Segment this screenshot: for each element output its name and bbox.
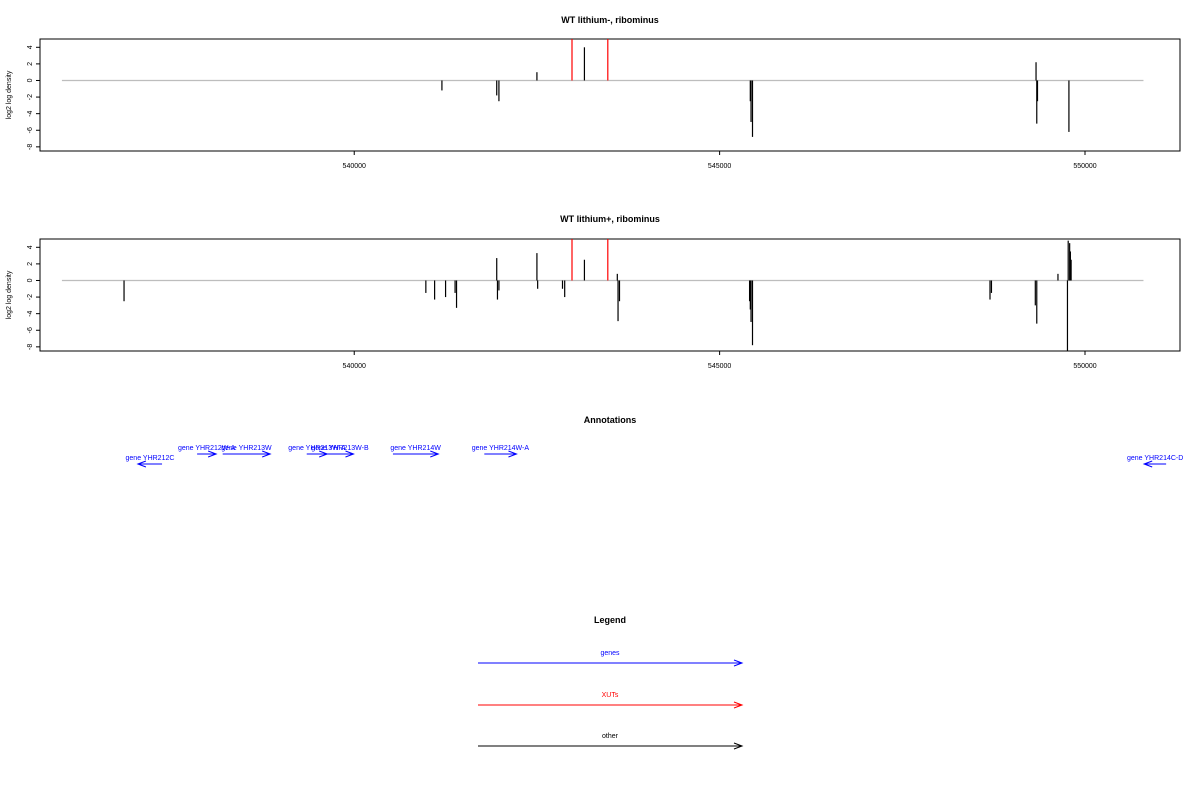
gene-arrow-head	[262, 450, 272, 458]
y-tick-label: -2	[27, 294, 34, 300]
legend-arrow-head	[733, 701, 744, 709]
legend-label: genes	[600, 650, 620, 657]
y-tick-label: -8	[27, 144, 34, 150]
x-axis: 540000 545000 550000	[343, 351, 1097, 370]
y-tick-label: 2	[27, 62, 34, 66]
gene-arrow-head	[1142, 460, 1153, 468]
y-tick-label: -2	[27, 94, 34, 100]
panel-title: WT lithium+, ribominus	[560, 214, 660, 224]
plot-frame	[39, 38, 1181, 152]
gene-arrow-head	[345, 450, 355, 458]
panel-lithium-minus: WT lithium-, ribominus log2 log density …	[6, 15, 1181, 170]
y-axis-label: log2 log density	[6, 270, 13, 319]
legend-panel: Legend genes XUTs other	[478, 615, 744, 750]
gene-label: gene YHR213W	[221, 445, 272, 452]
x-tick-label: 550000	[1073, 163, 1096, 170]
y-tick-label: -8	[27, 344, 34, 350]
x-axis: 540000 545000 550000	[343, 151, 1097, 170]
gene-arrow-head	[136, 460, 147, 468]
y-tick-label: -6	[27, 327, 34, 333]
y-tick-label: -6	[27, 127, 34, 133]
density-marks	[123, 239, 1072, 351]
y-tick-label: 0	[27, 278, 34, 282]
legend-label: other	[602, 733, 619, 740]
y-tick-label: -4	[27, 310, 34, 316]
gene-arrow-head	[508, 450, 518, 458]
legend-arrow-head	[733, 742, 744, 750]
gene-annotation: gene YHR212W-A	[178, 445, 236, 458]
x-tick-label: 540000	[343, 163, 366, 170]
gene-annotation: gene YHR214C-D	[1127, 455, 1183, 468]
gene-annotation: gene YHR213W	[221, 445, 272, 458]
y-tick-label: 4	[27, 45, 34, 49]
legend-label: XUTs	[602, 692, 619, 699]
gene-annotation: gene YHR214W-A	[472, 445, 530, 458]
gene-annotation: gene YHR213W-B	[311, 445, 369, 458]
legend-arrow-head	[733, 659, 744, 667]
plot-frame	[39, 238, 1181, 352]
y-axis-label: log2 log density	[6, 70, 13, 119]
legend-title: Legend	[594, 615, 626, 625]
y-tick-label: -4	[27, 110, 34, 116]
gene-label: gene YHR214W-A	[472, 445, 530, 452]
gene-label: gene YHR212W-A	[178, 445, 236, 452]
gene-label: gene YHR213W-B	[311, 445, 369, 452]
x-tick-label: 545000	[708, 363, 731, 370]
gene-label: gene YHR212C	[126, 455, 175, 462]
x-tick-label: 540000	[343, 363, 366, 370]
gene-label: gene YHR214W	[390, 445, 441, 452]
y-axis: 4 2 0 -2 -4 -6 -8	[27, 45, 40, 150]
y-axis: 4 2 0 -2 -4 -6 -8	[27, 245, 40, 350]
y-tick-label: 2	[27, 262, 34, 266]
panel-lithium-plus: WT lithium+, ribominus log2 log density …	[6, 214, 1181, 370]
gene-annotation: gene YHR212C	[126, 455, 175, 468]
gene-label: gene YHR214C-D	[1127, 455, 1183, 462]
gene-label: gene YHR213W-A	[288, 445, 346, 452]
panel-title: WT lithium-, ribominus	[561, 15, 659, 25]
x-tick-label: 550000	[1073, 363, 1096, 370]
legend-items: genes XUTs other	[478, 650, 744, 750]
gene-arrow-head	[207, 450, 218, 458]
legend-item: genes	[478, 650, 744, 667]
gene-annotation: gene YHR214W	[390, 445, 441, 458]
annotations-title: Annotations	[584, 415, 637, 425]
y-tick-label: 4	[27, 245, 34, 249]
gene-arrow-head	[430, 450, 440, 458]
legend-item: other	[478, 733, 744, 750]
x-tick-label: 545000	[708, 163, 731, 170]
density-marks	[441, 39, 1070, 137]
y-tick-label: 0	[27, 78, 34, 82]
legend-item: XUTs	[478, 692, 744, 709]
